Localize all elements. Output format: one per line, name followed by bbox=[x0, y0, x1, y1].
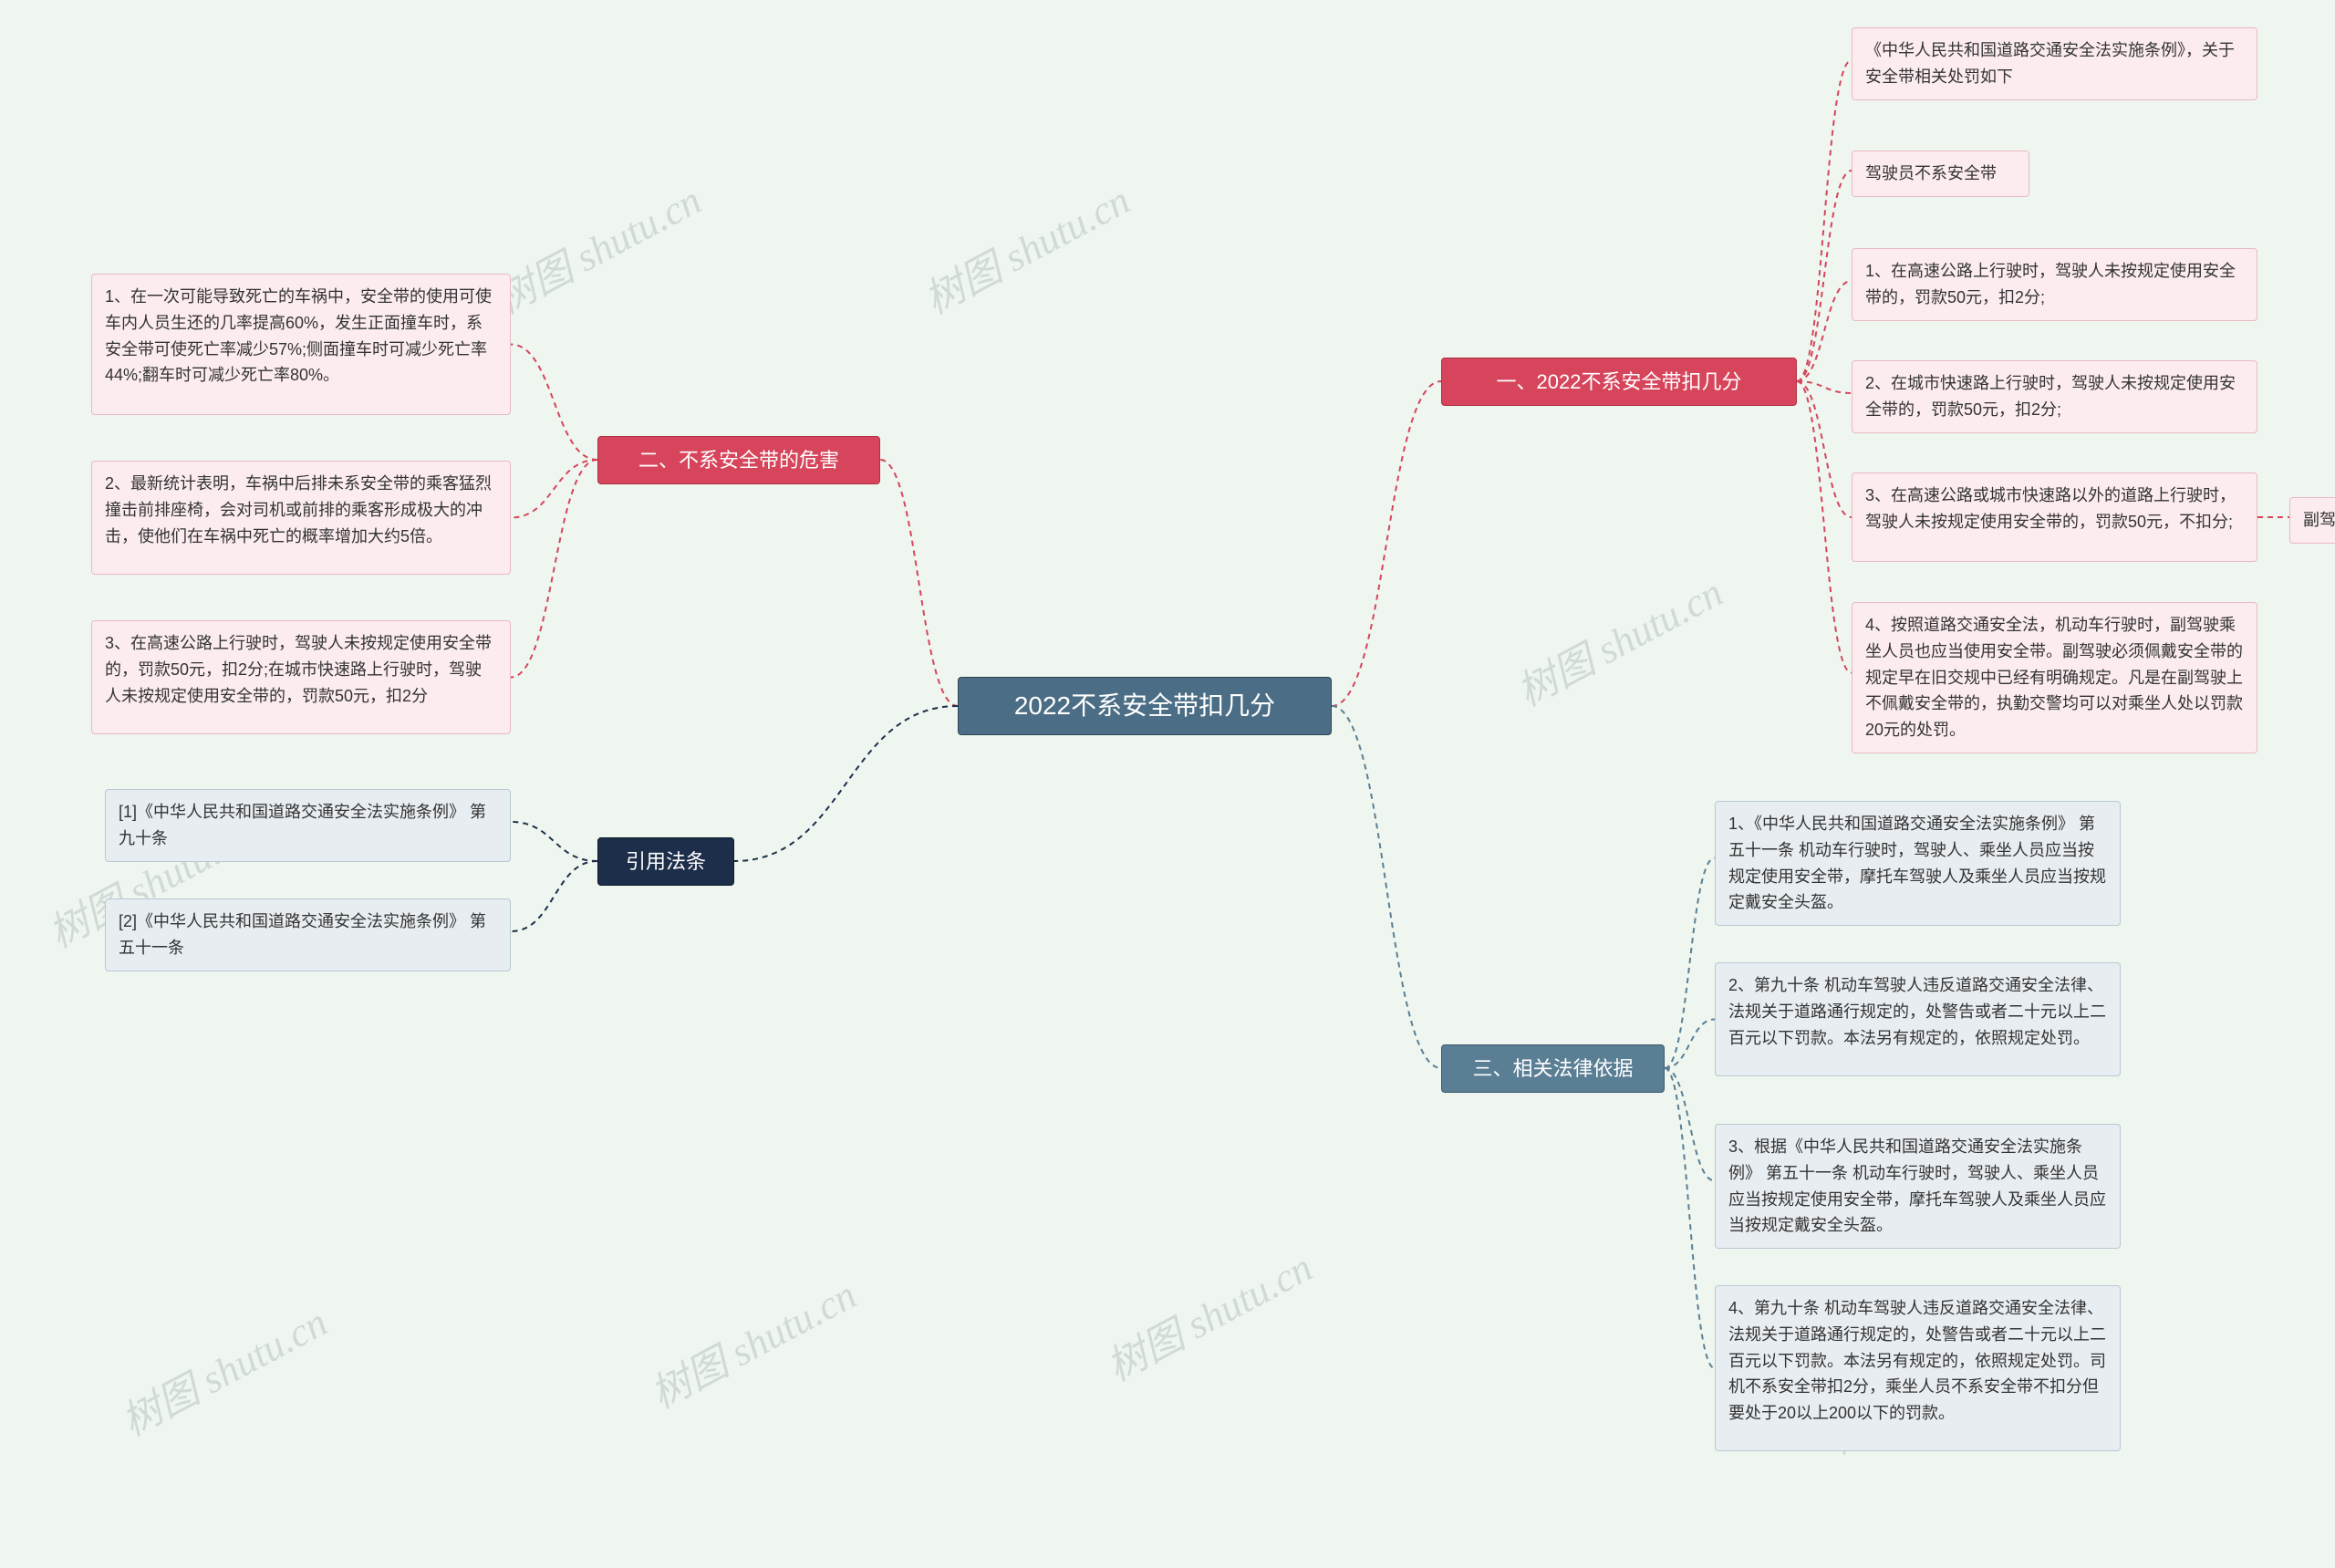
watermark: 树图 shutu.cn bbox=[638, 1262, 865, 1419]
connector bbox=[1797, 60, 1852, 381]
node-b1_c6: 4、按照道路交通安全法，机动车行驶时，副驾驶乘坐人员也应当使用安全带。副驾驶必须… bbox=[1852, 602, 2257, 753]
node-b4_c1: [1]《中华人民共和国道路交通安全法实施条例》 第九十条 bbox=[105, 789, 511, 862]
mindmap-canvas: 树图 shutu.cn 树图 shutu.cn 树图 shutu.cn 树图 shut… bbox=[0, 0, 2335, 1568]
node-b3_c3: 3、根据《中华人民共和国道路交通安全法实施条例》 第五十一条 机动车行驶时，驾驶… bbox=[1715, 1124, 2121, 1249]
node-b2[interactable]: 二、不系安全带的危害 bbox=[597, 436, 880, 484]
connector bbox=[1797, 281, 1852, 381]
connector bbox=[734, 706, 958, 861]
connector bbox=[1797, 381, 1852, 517]
node-b3_c2: 2、第九十条 机动车驾驶人违反道路交通安全法律、法规关于道路通行规定的，处警告或… bbox=[1715, 962, 2121, 1076]
node-b2_c3: 3、在高速公路上行驶时，驾驶人未按规定使用安全带的，罚款50元，扣2分;在城市快… bbox=[91, 620, 511, 734]
node-b4_c2: [2]《中华人民共和国道路交通安全法实施条例》 第五十一条 bbox=[105, 898, 511, 971]
connector bbox=[1797, 381, 1852, 393]
watermark: 树图 shutu.cn bbox=[1505, 560, 1731, 717]
node-b3_c1: 1、《中华人民共和国道路交通安全法实施条例》 第五十一条 机动车行驶时，驾驶人、… bbox=[1715, 801, 2121, 926]
node-b1_c2: 驾驶员不系安全带 bbox=[1852, 151, 2029, 197]
node-b1_c4: 2、在城市快速路上行驶时，驾驶人未按规定使用安全带的，罚款50元，扣2分; bbox=[1852, 360, 2257, 433]
connector bbox=[1332, 381, 1441, 706]
connector bbox=[511, 345, 597, 461]
node-b3[interactable]: 三、相关法律依据 bbox=[1441, 1044, 1665, 1093]
node-b4[interactable]: 引用法条 bbox=[597, 837, 734, 886]
node-b1_c5: 3、在高速公路或城市快速路以外的道路上行驶时，驾驶人未按规定使用安全带的，罚款5… bbox=[1852, 472, 2257, 562]
connector bbox=[1665, 858, 1715, 1069]
node-b2_c2: 2、最新统计表明，车祸中后排未系安全带的乘客猛烈撞击前排座椅，会对司机或前排的乘… bbox=[91, 461, 511, 575]
node-b1[interactable]: 一、2022不系安全带扣几分 bbox=[1441, 358, 1797, 406]
node-center[interactable]: 2022不系安全带扣几分 bbox=[958, 677, 1332, 735]
connector bbox=[1797, 171, 1852, 381]
node-b3_c4: 4、第九十条 机动车驾驶人违反道路交通安全法律、法规关于道路通行规定的，处警告或… bbox=[1715, 1285, 2121, 1451]
connector bbox=[1665, 1068, 1715, 1181]
node-b2_c1: 1、在一次可能导致死亡的车祸中，安全带的使用可使车内人员生还的几率提高60%，发… bbox=[91, 274, 511, 415]
connector bbox=[511, 861, 597, 931]
connector bbox=[511, 460, 597, 678]
connector bbox=[1797, 381, 1852, 673]
connector bbox=[1332, 706, 1441, 1068]
connector bbox=[1665, 1068, 1715, 1368]
connector bbox=[1665, 1020, 1715, 1069]
watermark: 树图 shutu.cn bbox=[1095, 1235, 1321, 1392]
connector bbox=[511, 822, 597, 861]
connector bbox=[511, 460, 597, 518]
connector bbox=[880, 460, 958, 706]
node-b1_c3: 1、在高速公路上行驶时，驾驶人未按规定使用安全带的，罚款50元，扣2分; bbox=[1852, 248, 2257, 321]
watermark: 树图 shutu.cn bbox=[483, 168, 710, 325]
watermark: 树图 shutu.cn bbox=[912, 168, 1138, 325]
watermark: 树图 shutu.cn bbox=[109, 1290, 336, 1447]
node-b1_c5_sub: 副驾驶不系安全带 bbox=[2289, 497, 2335, 544]
node-b1_c1: 《中华人民共和国道路交通安全法实施条例》，关于安全带相关处罚如下 bbox=[1852, 27, 2257, 100]
